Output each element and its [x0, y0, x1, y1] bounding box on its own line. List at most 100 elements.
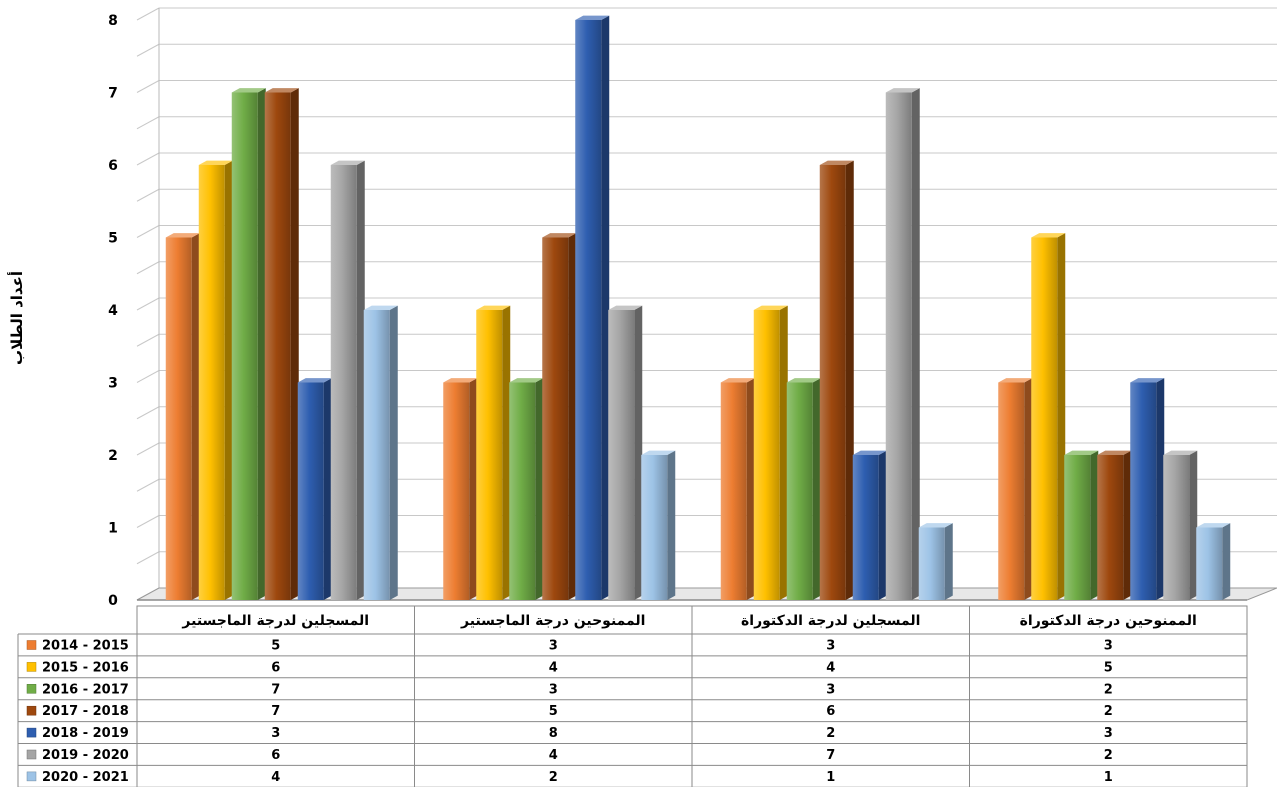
- y-tick-label: 2: [108, 448, 118, 464]
- bar-top: [885, 88, 920, 93]
- bar: [443, 378, 478, 600]
- bar-top: [1196, 523, 1231, 528]
- bar-side: [601, 15, 610, 601]
- bar-top: [786, 378, 821, 383]
- bar-side: [878, 450, 887, 600]
- bar-top: [476, 305, 511, 310]
- bar: [641, 450, 676, 600]
- bar-front: [641, 455, 668, 600]
- legend-label: 2019 - 2020: [42, 748, 129, 763]
- data-label: 5: [1104, 660, 1113, 675]
- grid-side-line: [136, 478, 160, 492]
- bar-front: [998, 382, 1025, 600]
- bar-top: [297, 378, 332, 383]
- bar: [819, 160, 854, 600]
- bar-side: [568, 233, 577, 600]
- bar-front: [297, 382, 324, 600]
- y-tick-label: 3: [108, 376, 118, 392]
- bar: [297, 378, 332, 600]
- y-tick-label: 5: [108, 231, 118, 247]
- bar-front: [1064, 455, 1091, 600]
- grid-side-line: [136, 152, 160, 166]
- bar-front: [542, 237, 569, 600]
- data-label: 5: [549, 704, 558, 719]
- bar-top: [509, 378, 544, 383]
- data-label: 4: [826, 660, 835, 675]
- bar-front: [509, 382, 536, 600]
- bar-side: [356, 160, 365, 600]
- bar-top: [330, 160, 365, 165]
- data-label: 2: [1104, 748, 1113, 763]
- bar-side: [469, 378, 478, 600]
- bar: [1064, 450, 1099, 600]
- bar: [264, 88, 299, 600]
- data-label: 4: [549, 660, 558, 675]
- bar-top: [443, 378, 478, 383]
- bar-front: [720, 382, 747, 600]
- grid-side-line: [136, 7, 160, 21]
- legend-swatch: [26, 749, 37, 760]
- bar-side: [191, 233, 200, 600]
- bar-front: [476, 310, 503, 600]
- y-tick-label: 4: [108, 303, 118, 319]
- bar: [753, 305, 788, 600]
- bar-top: [641, 450, 676, 455]
- bar-side: [911, 88, 920, 600]
- data-label: 2: [1104, 682, 1113, 697]
- bar-top: [575, 15, 610, 20]
- bar-top: [720, 378, 755, 383]
- legend-label: 2017 - 2018: [42, 704, 129, 719]
- bar: [1031, 233, 1066, 600]
- bar: [720, 378, 755, 600]
- grid-side-line: [136, 515, 160, 528]
- bar-front: [608, 310, 635, 600]
- legend-swatch: [26, 662, 37, 672]
- bar-side: [1189, 450, 1198, 600]
- bar-top: [819, 160, 854, 165]
- data-label: 7: [271, 704, 280, 719]
- bar-side: [323, 378, 332, 600]
- bar-front: [363, 310, 390, 600]
- grid-side-line: [136, 261, 160, 275]
- bar-front: [852, 455, 879, 600]
- bar-top: [264, 88, 299, 93]
- bar: [165, 233, 200, 600]
- bar-layer: [165, 15, 1231, 601]
- y-tick-label: 6: [108, 158, 118, 174]
- y-tick-label: 7: [108, 86, 118, 102]
- bar-top: [231, 88, 266, 93]
- bar-side: [845, 160, 854, 600]
- bar-top: [542, 233, 577, 238]
- bar: [852, 450, 887, 600]
- legend-label: 2020 - 2021: [42, 770, 129, 785]
- grid-side-line: [136, 80, 160, 93]
- grid-side-line: [136, 370, 160, 383]
- legend-label: 2014 - 2015: [42, 639, 129, 654]
- grid-side-line: [136, 188, 160, 202]
- bar: [918, 523, 953, 600]
- bar: [542, 233, 577, 600]
- data-label: 3: [826, 682, 835, 697]
- bar-top: [753, 305, 788, 310]
- legend-label: 2018 - 2019: [42, 726, 129, 741]
- table-category-label: المسجلين لدرجة الدكتوراة: [741, 613, 920, 629]
- bar-front: [198, 165, 225, 600]
- legend-label: 2015 - 2016: [42, 660, 129, 675]
- bar: [509, 378, 544, 600]
- bar: [1097, 450, 1132, 600]
- bar-top: [363, 305, 398, 310]
- bar-side: [224, 160, 233, 600]
- bar-side: [667, 450, 676, 600]
- bar-side: [746, 378, 755, 600]
- bar: [330, 160, 365, 600]
- bar-side: [634, 305, 643, 600]
- data-label: 1: [1104, 770, 1113, 785]
- bar: [231, 88, 266, 600]
- axis-layer: 0 1 2 3 4 5 6 7 8: [108, 8, 1277, 609]
- legend-swatch: [26, 684, 37, 694]
- bar: [1196, 523, 1231, 600]
- bar-top: [1130, 378, 1165, 383]
- bar-front: [575, 20, 602, 600]
